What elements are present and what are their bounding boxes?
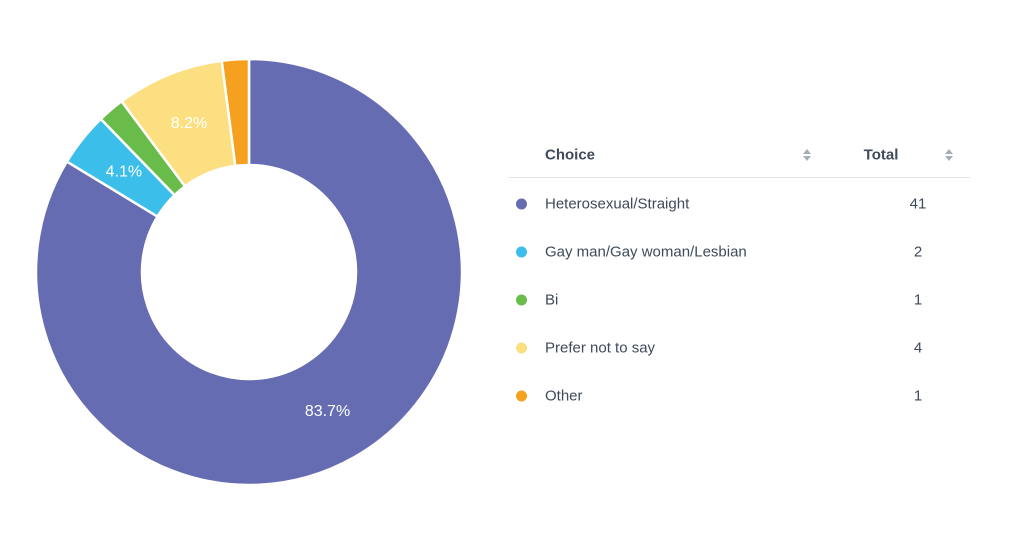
- column-header-total: Total: [863, 146, 899, 164]
- sort-desc-icon: [803, 156, 811, 161]
- sort-total-button[interactable]: [944, 148, 954, 162]
- donut-chart: 83.7% 4.1% 8.2%: [34, 57, 464, 487]
- slice-percent-label: 8.2%: [171, 115, 207, 132]
- table-row: Prefer not to say 4: [508, 324, 970, 372]
- total-cell: 41: [909, 195, 927, 213]
- legend-dot: [516, 198, 527, 210]
- table-body: Heterosexual/Straight 41 Gay man/Gay wom…: [508, 178, 970, 420]
- sort-desc-icon: [945, 156, 953, 161]
- slice-percent-label: 4.1%: [106, 164, 142, 181]
- choice-cell: Gay man/Gay woman/Lesbian: [545, 243, 747, 261]
- choice-cell: Prefer not to say: [545, 339, 656, 357]
- table-row: Heterosexual/Straight 41: [508, 180, 970, 228]
- legend-dot: [516, 342, 527, 354]
- table-row: Other 1: [508, 372, 970, 420]
- choice-cell: Heterosexual/Straight: [545, 195, 690, 213]
- donut-slice-0[interactable]: [34, 57, 464, 487]
- total-cell: 2: [913, 243, 923, 261]
- results-table: Choice Total Heterosexual/Straight 41 Ga…: [508, 133, 970, 420]
- sort-choice-button[interactable]: [802, 148, 812, 162]
- choice-cell: Bi: [545, 291, 559, 309]
- slice-percent-label: 83.7%: [305, 403, 350, 420]
- total-cell: 4: [913, 339, 923, 357]
- table-row: Gay man/Gay woman/Lesbian 2: [508, 228, 970, 276]
- table-row: Bi 1: [508, 276, 970, 324]
- legend-dot: [516, 294, 527, 306]
- legend-dot: [516, 246, 527, 258]
- donut-slice-4[interactable]: [220, 57, 251, 168]
- sort-asc-icon: [803, 149, 811, 154]
- total-cell: 1: [913, 291, 923, 309]
- choice-cell: Other: [545, 387, 583, 405]
- sort-asc-icon: [945, 149, 953, 154]
- total-cell: 1: [913, 387, 923, 405]
- column-header-choice: Choice: [545, 146, 596, 164]
- table-header-row: Choice Total: [508, 133, 970, 178]
- legend-dot: [516, 390, 527, 402]
